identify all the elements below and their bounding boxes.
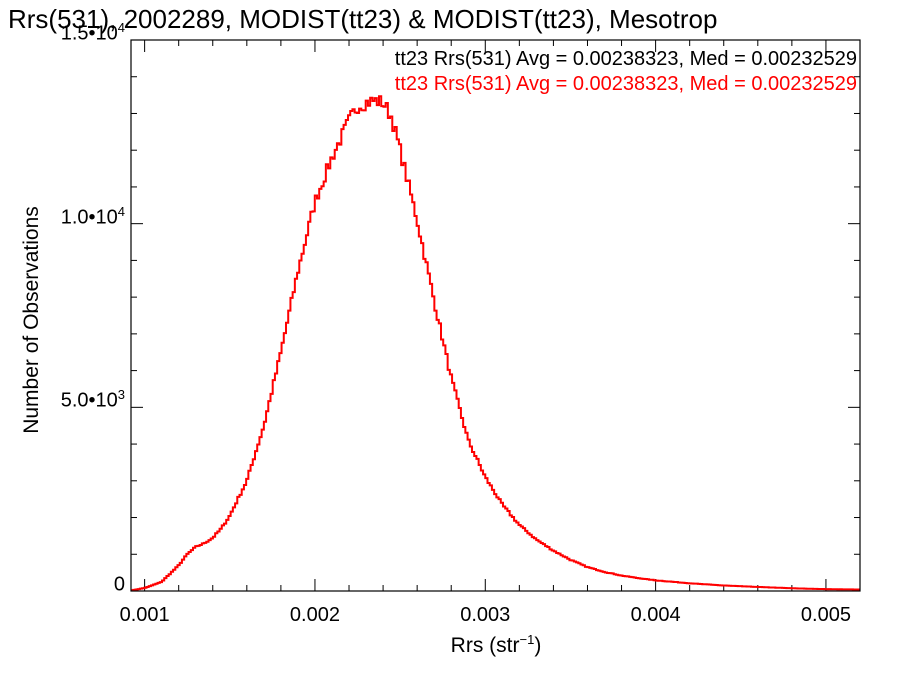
x-tick-label: 0.002 [289, 604, 340, 626]
x-axis-label: Rrs (str−1) [451, 632, 542, 658]
y-axis-label: Number of Observations [20, 206, 43, 434]
y-tick-label: 1.0•104 [61, 204, 125, 230]
y-tick-base: 0 [113, 573, 125, 596]
y-tick-base: 1.5•10 [60, 22, 118, 45]
y-tick-exp: 3 [117, 387, 125, 403]
axis-ticks [131, 39, 861, 592]
legend-entry: tt23 Rrs(531) Avg = 0.00238323, Med = 0.… [394, 48, 857, 70]
y-tick-base: 5.0•10 [60, 389, 118, 412]
y-tick-exp: 4 [117, 203, 125, 219]
y-tick-label: 1.5•104 [61, 20, 125, 46]
y-tick-label: 0 [114, 571, 125, 597]
y-tick-exp: 4 [117, 20, 125, 35]
y-tick-label: 5.0•103 [61, 387, 125, 413]
series-histogram-line [131, 95, 861, 592]
x-tick-label: 0.004 [630, 604, 681, 626]
x-tick-label: 0.001 [119, 604, 170, 626]
x-axis-label-sup: −1 [519, 632, 535, 647]
legend-entry: tt23 Rrs(531) Avg = 0.00238323, Med = 0.… [394, 73, 857, 95]
plot-frame [130, 39, 861, 592]
x-axis-label-base: Rrs (str [450, 634, 520, 657]
chart-title: Rrs(531), 2002289, MODIST(tt23) & MODIST… [8, 4, 718, 34]
x-tick-label: 0.005 [800, 604, 851, 626]
x-axis-label-close: ) [534, 634, 542, 657]
x-tick-label: 0.003 [460, 604, 511, 626]
y-tick-base: 1.0•10 [60, 206, 118, 229]
